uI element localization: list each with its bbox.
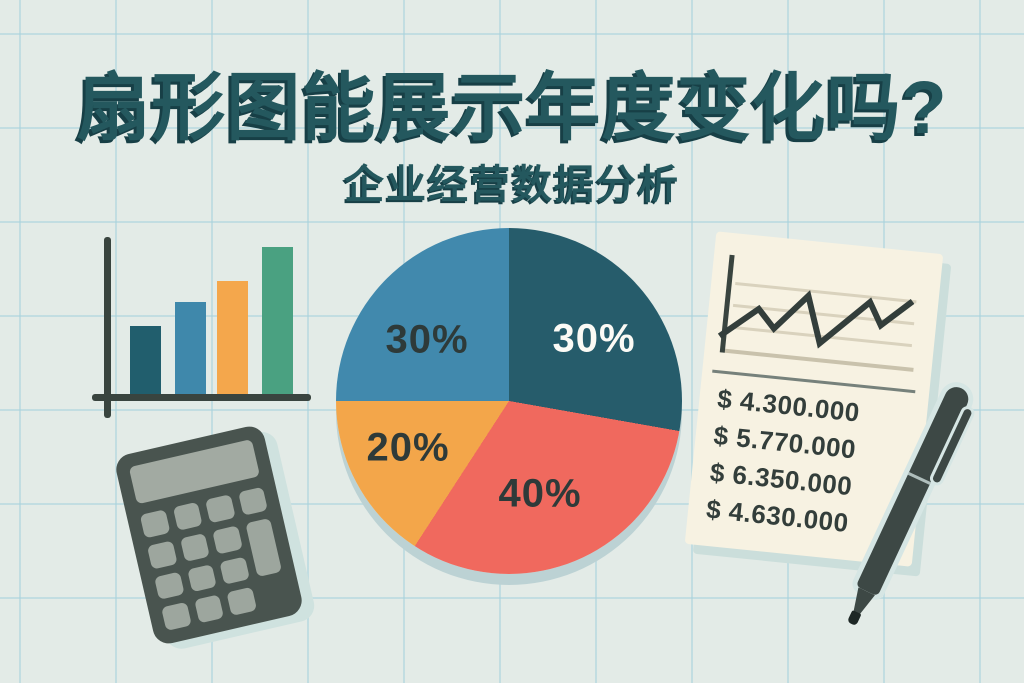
pie-slice-label-coral: 40% xyxy=(498,471,582,516)
amounts-list: $ 4.300.000 $ 5.770.000 $ 6.350.000 $ 4.… xyxy=(704,380,861,542)
bar-chart-illustration xyxy=(92,237,314,421)
calculator-keypad xyxy=(139,486,290,632)
page-title: 扇形图能展示年度变化吗? xyxy=(76,66,948,149)
calculator-button xyxy=(226,587,257,616)
calculator-button xyxy=(139,509,170,539)
pie-chart: 30% 40% 20% 30% xyxy=(336,228,682,574)
calculator-button xyxy=(179,532,210,562)
pie-slice-label-orange: 20% xyxy=(366,425,450,470)
pie-slice-label-blue: 30% xyxy=(385,317,469,362)
calculator-icon xyxy=(113,423,305,647)
trend-line xyxy=(717,290,915,349)
calculator-button xyxy=(219,556,250,586)
line-chart-illustration xyxy=(717,254,917,372)
calculator-button xyxy=(186,563,217,593)
financial-report-paper: $ 4.300.000 $ 5.770.000 $ 6.350.000 $ 4.… xyxy=(684,231,944,567)
calculator-button xyxy=(154,571,185,601)
calculator-button xyxy=(193,594,224,624)
bar xyxy=(262,247,293,394)
pie-slice-label-teal: 30% xyxy=(552,316,636,361)
calculator-button-tall xyxy=(244,517,283,578)
bar xyxy=(175,302,206,394)
page-subtitle: 企业经营数据分析 xyxy=(344,163,680,207)
bar-chart-x-axis xyxy=(92,394,311,401)
bar xyxy=(217,281,248,394)
calculator-button xyxy=(237,486,268,516)
calculator-button xyxy=(161,602,192,632)
calculator-button xyxy=(212,525,243,555)
calculator-button xyxy=(172,501,203,531)
bar xyxy=(130,326,161,394)
pen-nib xyxy=(846,610,862,627)
calculator-button xyxy=(205,494,236,524)
bar-chart-y-axis xyxy=(104,237,111,418)
calculator-button xyxy=(146,540,178,570)
